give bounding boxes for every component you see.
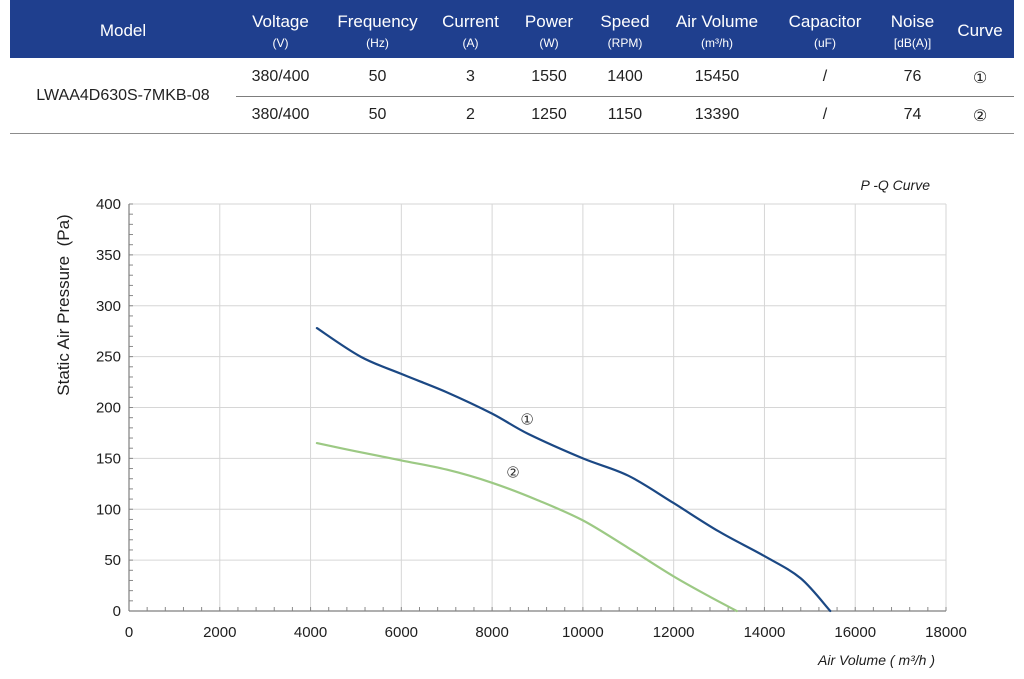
x-tick-label: 8000	[475, 624, 508, 641]
col-header-speed: Speed (RPM)	[587, 0, 663, 58]
y-tick-label: 0	[113, 603, 121, 620]
col-label-model: Model	[99, 21, 147, 40]
col-label-frequency: Frequency	[337, 12, 418, 31]
air-volume-cell: 13390	[663, 96, 771, 134]
frequency-cell: 50	[368, 68, 387, 85]
capacitor-cell: /	[822, 68, 828, 85]
x-tick-label: 0	[125, 624, 133, 641]
col-label-air-volume: Air Volume	[675, 12, 759, 31]
x-axis-label: Air Volume ( m³/h )	[817, 652, 935, 668]
speed-cell: 1400	[607, 68, 643, 85]
x-tick-label: 12000	[653, 624, 695, 641]
curve-label-1: ①	[520, 411, 533, 429]
series	[315, 327, 832, 613]
spec-row: 380/400 50 2 1250 1150 13390 / 74 ②	[10, 96, 1014, 134]
current-cell: 3	[466, 68, 475, 85]
pq-chart: 0 2000 4000 6000 8000 10000 12000 14000 16000 180…	[54, 177, 967, 668]
col-unit-air-volume: (m³/h)	[701, 36, 733, 50]
model-cell: LWAA4D630S-7MKB-08	[10, 58, 236, 134]
y-tick-label: 350	[96, 247, 121, 264]
speed-cell: 1150	[587, 96, 663, 134]
spec-table: Model Voltage (V) Frequency (Hz) Current (A…	[10, 0, 1014, 134]
y-tick-label: 250	[96, 349, 121, 366]
col-label-noise: Noise	[890, 12, 935, 31]
col-label-curve: Curve	[957, 21, 1003, 40]
col-label-voltage: Voltage	[252, 12, 309, 31]
col-unit-power: (W)	[539, 36, 559, 50]
col-header-curve: Curve	[946, 0, 1014, 58]
voltage-cell: 380/400	[236, 96, 325, 134]
curve-labels: ①②	[506, 411, 534, 482]
x-tick-label: 16000	[834, 624, 876, 641]
col-label-current: Current	[442, 12, 499, 31]
power-cell: 1550	[531, 68, 567, 85]
x-tick-label: 18000	[925, 624, 967, 641]
voltage-cell: 380/400	[251, 68, 310, 85]
col-header-model: Model	[10, 0, 236, 58]
y-tick-label: 200	[96, 400, 121, 417]
col-header-air-volume: Air Volume (m³/h)	[663, 0, 771, 58]
x-tick-label: 14000	[744, 624, 786, 641]
noise-cell: 74	[879, 96, 946, 134]
frequency-cell: 50	[325, 96, 430, 134]
chart-title: P -Q Curve	[861, 177, 931, 193]
y-tick-label: 400	[96, 196, 121, 213]
col-header-power: Power (W)	[511, 0, 587, 58]
col-unit-voltage: (V)	[272, 36, 289, 50]
col-unit-capacitor: (uF)	[814, 36, 836, 50]
noise-cell: 76	[903, 68, 922, 85]
curve-label-2: ②	[506, 464, 519, 482]
col-header-capacitor: Capacitor (uF)	[771, 0, 879, 58]
col-header-frequency: Frequency (Hz)	[325, 0, 430, 58]
spec-row: LWAA4D630S-7MKB-08 380/400 50 3 1550 140…	[10, 58, 1014, 134]
grid	[128, 203, 947, 612]
air-volume-cell: 15450	[694, 68, 740, 85]
axes: 0 2000 4000 6000 8000 10000 12000 14000 16000 180…	[96, 196, 967, 641]
spec-header-row: Model Voltage (V) Frequency (Hz) Current (A…	[10, 0, 1014, 58]
curve-cell: ①	[972, 67, 988, 87]
x-tick-label: 2000	[203, 624, 236, 641]
col-unit-frequency: (Hz)	[366, 36, 389, 50]
x-tick-label: 10000	[562, 624, 604, 641]
col-label-power: Power	[524, 12, 574, 31]
power-cell: 1250	[511, 96, 587, 134]
capacitor-cell: /	[771, 96, 879, 134]
y-tick-label: 300	[96, 298, 121, 315]
col-header-noise: Noise [dB(A)]	[879, 0, 946, 58]
series-line-2	[315, 442, 738, 613]
curve-cell: ②	[946, 96, 1014, 134]
col-unit-speed: (RPM)	[607, 36, 643, 50]
x-tick-label: 4000	[294, 624, 327, 641]
col-label-speed: Speed	[600, 12, 650, 31]
col-header-voltage: Voltage (V)	[236, 0, 325, 58]
col-unit-noise: [dB(A)]	[893, 36, 932, 50]
y-axis-label: Static Air Pressure (Pa)	[54, 214, 73, 395]
series-line-1	[315, 327, 832, 613]
col-label-capacitor: Capacitor	[788, 12, 862, 31]
current-cell: 2	[430, 96, 511, 134]
col-unit-current: (A)	[462, 36, 479, 50]
x-tick-label: 6000	[385, 624, 418, 641]
y-tick-label: 50	[104, 552, 121, 569]
y-tick-label: 100	[96, 501, 121, 518]
col-header-current: Current (A)	[430, 0, 511, 58]
y-tick-label: 150	[96, 450, 121, 467]
